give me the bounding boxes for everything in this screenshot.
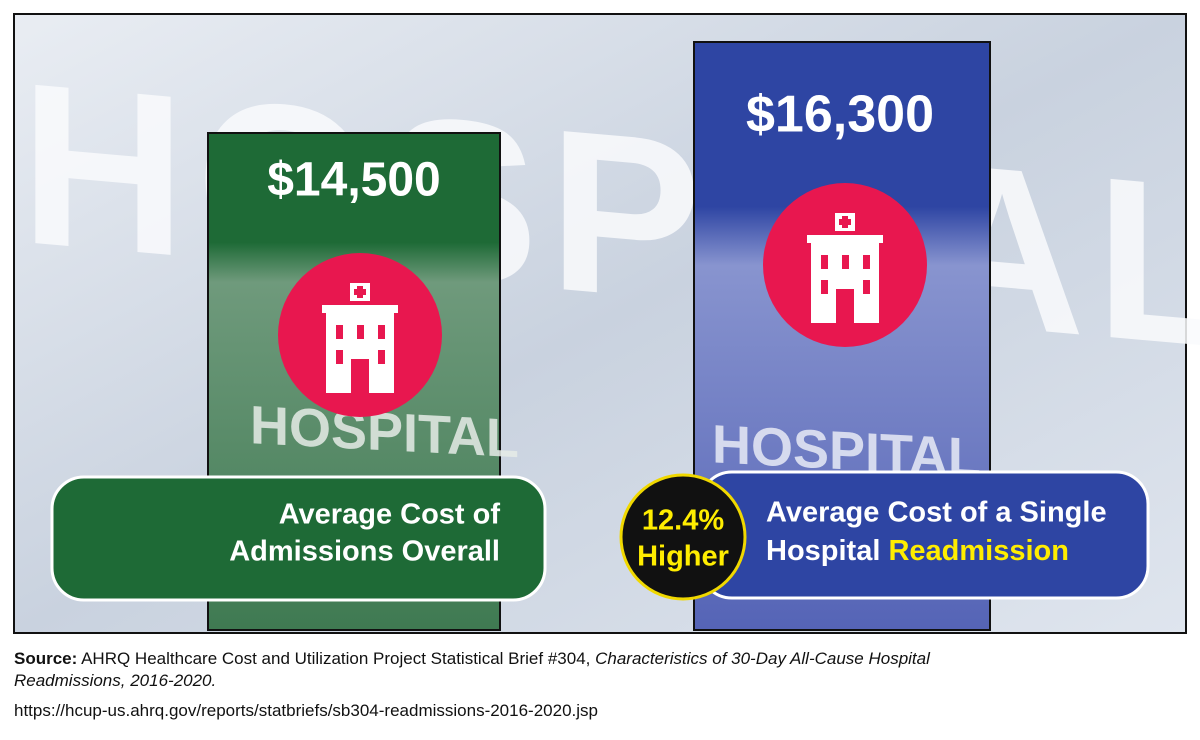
amount: $14,500 <box>267 154 441 207</box>
source-url: https://hcup-us.ahrq.gov/reports/statbri… <box>14 701 598 720</box>
label-line: Average Cost of a Single <box>766 497 1107 529</box>
badge-line: Higher <box>637 541 729 573</box>
amount: $16,300 <box>746 86 934 144</box>
badge-line: 12.4% <box>642 505 724 537</box>
source: Source: AHRQ Healthcare Cost and Utiliza… <box>14 649 931 668</box>
label-highlight: Readmission <box>888 535 1069 567</box>
label-text: Hospital <box>766 535 880 567</box>
source-text: AHRQ Healthcare Cost and Utilization Pro… <box>81 649 590 668</box>
source-title: Characteristics of 30-Day All-Cause Hosp… <box>595 649 931 668</box>
label-pill <box>50 475 547 602</box>
badge <box>619 473 747 601</box>
label-line: Hospital Readmission <box>766 535 1069 567</box>
label-line: Average Cost of <box>279 499 501 531</box>
label-line: Admissions Overall <box>229 536 500 568</box>
source-title: Readmissions, 2016-2020. <box>14 671 216 690</box>
source-lead: Source: <box>14 649 77 668</box>
